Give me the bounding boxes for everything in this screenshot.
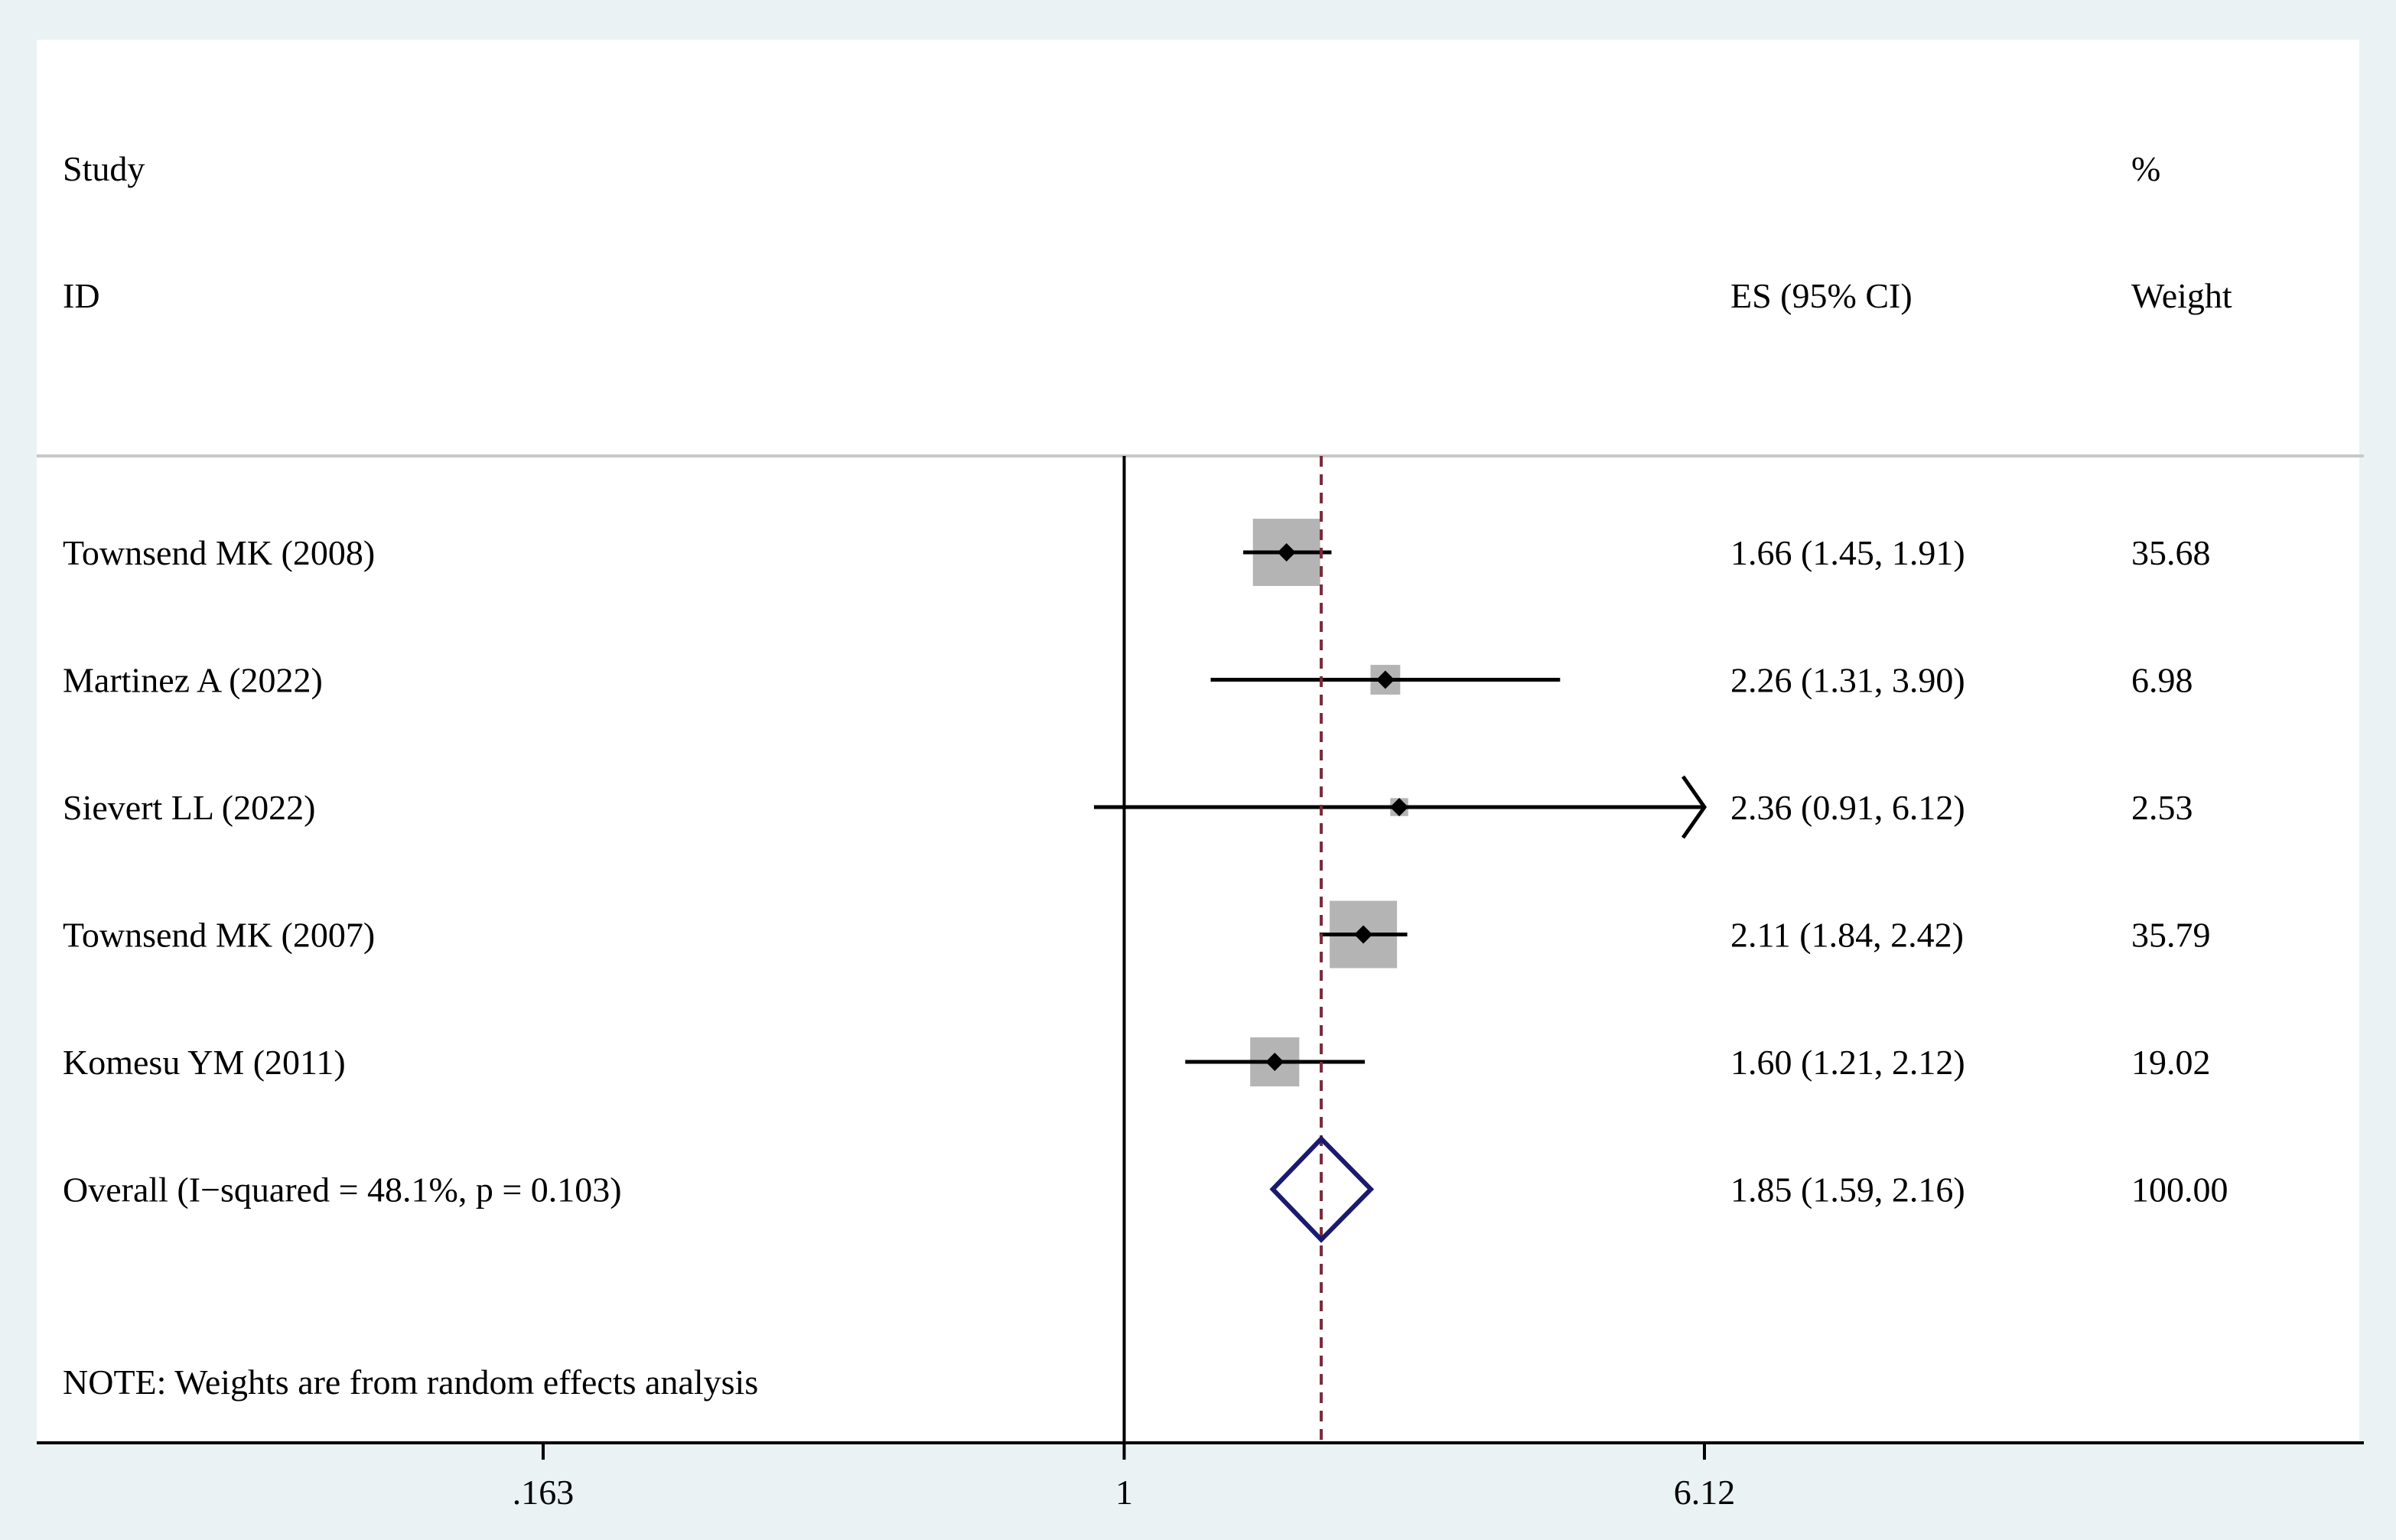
study-label: Townsend MK (2008) xyxy=(63,533,375,572)
forest-marks: Townsend MK (2008) 1.66 (1.45, 1.91) 35.68… xyxy=(37,456,2364,1512)
point-estimate xyxy=(1277,543,1296,562)
point-estimate xyxy=(1390,798,1409,816)
x-tick-label: 1 xyxy=(1115,1473,1133,1512)
study-label: Komesu YM (2011) xyxy=(63,1043,346,1082)
es-ci-text: 1.60 (1.21, 2.12) xyxy=(1730,1043,1965,1082)
es-ci-text: 1.66 (1.45, 1.91) xyxy=(1730,533,1965,572)
overall-weight-text: 100.00 xyxy=(2131,1170,2228,1210)
study-label: Martinez A (2022) xyxy=(63,661,323,700)
es-ci-text: 2.11 (1.84, 2.42) xyxy=(1730,916,1964,955)
plot-region xyxy=(37,40,2359,1443)
point-estimate xyxy=(1265,1053,1284,1071)
es-ci-text: 2.26 (1.31, 3.90) xyxy=(1730,661,1965,700)
weight-text: 19.02 xyxy=(2131,1043,2211,1082)
ci-arrow xyxy=(1681,775,1707,839)
study-label: Townsend MK (2007) xyxy=(63,916,375,955)
header-id: ID xyxy=(63,276,100,315)
x-tick-label: 6.12 xyxy=(1674,1473,1736,1512)
header-es-ci: ES (95% CI) xyxy=(1730,276,1913,315)
weight-text: 35.79 xyxy=(2131,916,2211,955)
header-study: Study xyxy=(63,149,145,188)
header-weight: Weight xyxy=(2131,276,2232,315)
note-text: NOTE: Weights are from random effects an… xyxy=(63,1363,758,1402)
study-label: Sievert LL (2022) xyxy=(63,788,315,827)
x-tick-label: .163 xyxy=(513,1473,575,1512)
point-estimate xyxy=(1375,670,1395,689)
overall-es-ci-text: 1.85 (1.59, 2.16) xyxy=(1730,1170,1965,1210)
weight-text: 2.53 xyxy=(2131,788,2193,827)
header-percent: % xyxy=(2131,149,2160,188)
weight-text: 6.98 xyxy=(2131,661,2193,700)
weight-text: 35.68 xyxy=(2131,533,2211,572)
overall-label: Overall (I−squared = 48.1%, p = 0.103) xyxy=(63,1170,622,1210)
point-estimate xyxy=(1354,925,1373,944)
overall-diamond xyxy=(1269,1135,1375,1243)
es-ci-text: 2.36 (0.91, 6.12) xyxy=(1730,788,1965,827)
